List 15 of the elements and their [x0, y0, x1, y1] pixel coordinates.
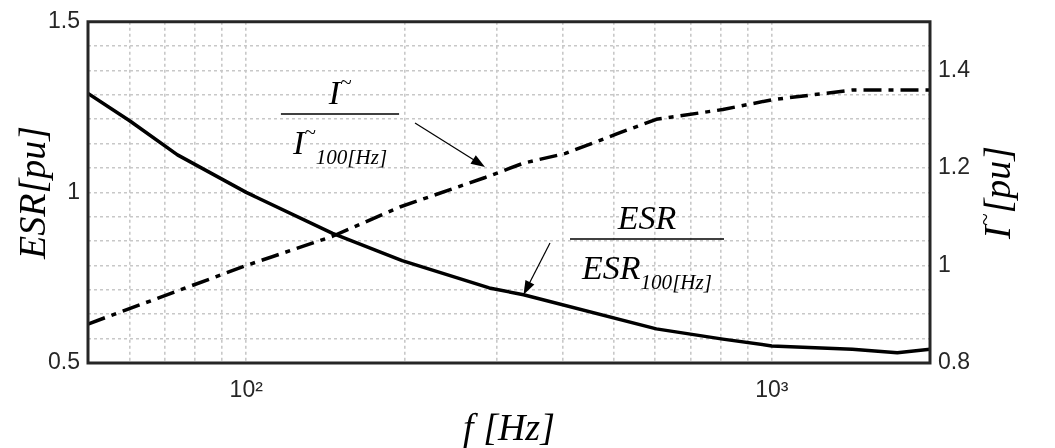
- y2-tick-label: 1.4: [938, 55, 971, 82]
- x-axis-title: f [Hz]: [463, 406, 555, 448]
- y2-tick-label: 1: [938, 250, 951, 277]
- x-tick-label: 10³: [755, 376, 789, 403]
- y-tick-label: 1: [67, 177, 80, 204]
- y2-tick-label: 1.2: [938, 153, 970, 180]
- annotation: I~: [327, 69, 352, 111]
- annotation: I~100[Hz]: [291, 119, 388, 170]
- y2-tick-label: 0.8: [938, 348, 970, 375]
- annotation: ESR: [616, 199, 677, 236]
- x-tick-label: 10²: [229, 376, 264, 403]
- y-axis-title: ESR[pu]: [11, 125, 53, 260]
- y-tick-label: 1.5: [48, 7, 80, 34]
- y2-axis-title: I~[pu]: [971, 145, 1018, 240]
- y-tick-label: 0.5: [48, 348, 80, 375]
